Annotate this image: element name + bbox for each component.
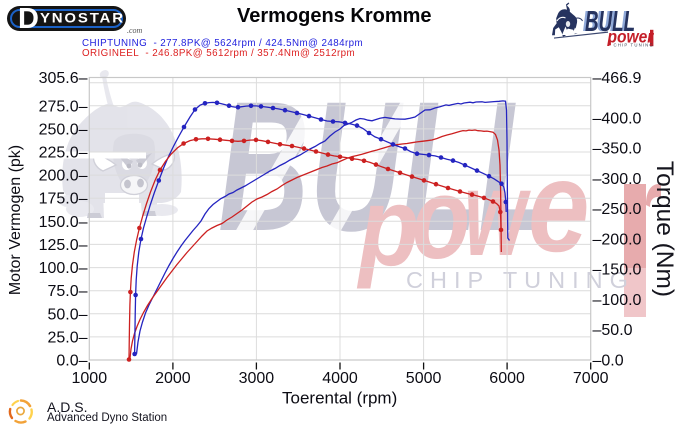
svg-text:–0.0: –0.0: [593, 353, 624, 370]
svg-text:175.0–: 175.0–: [39, 191, 88, 208]
svg-text:Toerental (rpm): Toerental (rpm): [282, 389, 397, 408]
svg-text:50.0–: 50.0–: [47, 306, 87, 323]
svg-text:5000: 5000: [406, 370, 442, 387]
svg-text:0.0–: 0.0–: [56, 353, 87, 370]
svg-text:250.0–: 250.0–: [39, 121, 88, 138]
svg-text:–200.0: –200.0: [593, 232, 642, 249]
svg-text:3000: 3000: [239, 370, 275, 387]
svg-text:–350.0: –350.0: [593, 141, 642, 158]
svg-text:125.0–: 125.0–: [39, 237, 88, 254]
svg-text:200.0–: 200.0–: [39, 168, 88, 185]
svg-text:o: o: [412, 154, 470, 283]
svg-text:150.0–: 150.0–: [39, 214, 88, 231]
svg-text:100.0–: 100.0–: [39, 260, 88, 277]
svg-text:p: p: [356, 165, 419, 289]
svg-text:4000: 4000: [322, 370, 358, 387]
svg-text:225.0–: 225.0–: [39, 145, 88, 162]
svg-text:–250.0: –250.0: [593, 201, 642, 218]
svg-text:Torque (Nm): Torque (Nm): [651, 161, 678, 297]
svg-text:6000: 6000: [489, 370, 525, 387]
svg-text:–150.0: –150.0: [593, 262, 642, 279]
svg-text:275.0–: 275.0–: [39, 98, 88, 115]
svg-text:–466.9: –466.9: [593, 70, 642, 87]
svg-text:Motor Vermogen (pk): Motor Vermogen (pk): [7, 145, 24, 295]
svg-text:–400.0: –400.0: [593, 111, 642, 128]
svg-text:25.0–: 25.0–: [47, 329, 87, 346]
svg-text:BULL: BULL: [585, 6, 635, 38]
svg-text:–300.0: –300.0: [593, 171, 642, 188]
svg-text:e: e: [528, 134, 589, 279]
svg-text:7000: 7000: [573, 370, 609, 387]
svg-text:1000: 1000: [72, 370, 108, 387]
svg-text:–50.0: –50.0: [593, 322, 633, 339]
svg-text:BULL: BULL: [583, 6, 633, 38]
svg-text:75.0–: 75.0–: [47, 283, 87, 300]
svg-text:–100.0: –100.0: [593, 292, 642, 309]
svg-text:2000: 2000: [155, 370, 191, 387]
svg-text:w: w: [464, 144, 531, 281]
svg-text:power: power: [607, 27, 655, 47]
svg-text:305.6–: 305.6–: [39, 70, 88, 87]
svg-text:CHIP TUNING: CHIP TUNING: [614, 42, 654, 47]
